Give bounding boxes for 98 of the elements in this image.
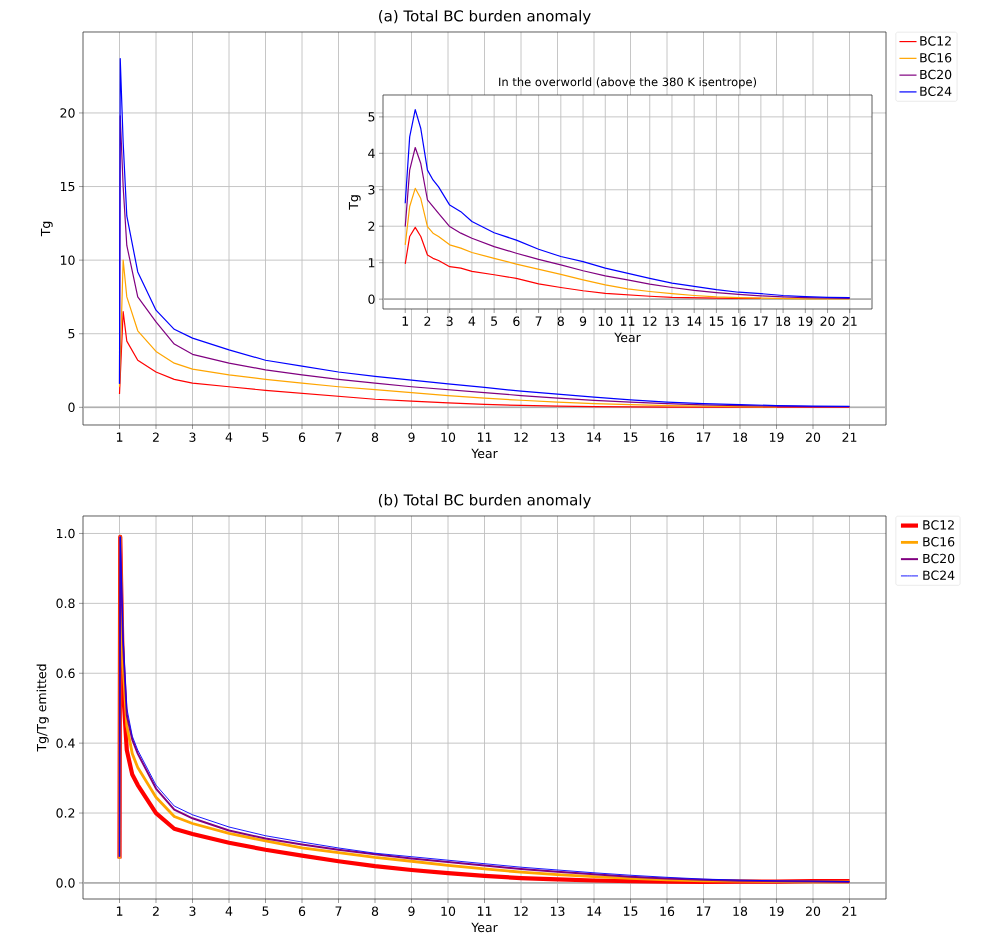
x-tick-label: 3 xyxy=(189,906,196,916)
x-tick-label: 18 xyxy=(733,432,748,442)
x-tick-label: 12 xyxy=(514,906,528,916)
x-tick-label: 5 xyxy=(262,906,269,916)
x-tick-label: 3 xyxy=(189,432,196,442)
x-tick-label: 6 xyxy=(298,906,306,916)
x-tick-label: 17 xyxy=(754,316,768,326)
y-tick-label: 5 xyxy=(68,329,75,339)
chart-title: (b) Total BC burden anomaly xyxy=(378,493,591,509)
x-tick-label: 11 xyxy=(620,316,635,326)
x-tick-label: 21 xyxy=(842,432,857,442)
x-tick-label: 19 xyxy=(769,432,784,442)
legend-label: BC24 xyxy=(920,86,952,96)
x-tick-label: 2 xyxy=(424,316,431,326)
y-tick-label: 1.0 xyxy=(56,528,75,539)
x-tick-label: 3 xyxy=(446,316,453,326)
y-tick-label: 3 xyxy=(368,185,375,195)
y-axis-title: Tg xyxy=(40,221,53,237)
legend-label: BC16 xyxy=(923,536,955,547)
x-tick-label: 15 xyxy=(709,316,724,326)
legend-label: BC12 xyxy=(920,36,951,46)
x-tick-label: 19 xyxy=(769,906,784,916)
y-tick-label: 4 xyxy=(368,148,375,158)
x-tick-label: 13 xyxy=(665,316,679,326)
y-axis-title: Tg xyxy=(348,195,361,210)
x-tick-label: 1 xyxy=(402,316,409,326)
legend-label: BC20 xyxy=(920,69,952,80)
legend-label: BC12 xyxy=(923,520,954,530)
y-tick-label: 0.0 xyxy=(56,878,75,888)
x-tick-label: 11 xyxy=(477,906,492,916)
chart-title: (a) Total BC burden anomaly xyxy=(379,9,591,25)
y-tick-label: 0 xyxy=(68,402,75,413)
x-tick-label: 5 xyxy=(262,432,269,442)
x-tick-label: 17 xyxy=(696,432,711,442)
x-tick-label: 5 xyxy=(491,316,498,326)
x-axis-title: Year xyxy=(471,448,498,459)
x-tick-label: 7 xyxy=(335,432,342,442)
x-tick-label: 12 xyxy=(643,316,657,326)
x-tick-label: 4 xyxy=(225,432,233,442)
x-tick-label: 16 xyxy=(660,906,675,916)
x-tick-label: 8 xyxy=(371,906,379,916)
x-tick-label: 1 xyxy=(116,432,123,442)
legend-label: BC24 xyxy=(923,570,955,580)
x-tick-label: 18 xyxy=(776,316,791,326)
x-tick-label: 2 xyxy=(152,432,159,442)
line-series xyxy=(118,259,778,408)
legend-label: BC16 xyxy=(920,52,952,63)
x-tick-label: 6 xyxy=(513,316,520,326)
x-tick-label: 4 xyxy=(468,316,476,326)
x-tick-label: 16 xyxy=(660,432,675,442)
y-axis-title: Tg/Tg emitted xyxy=(36,664,49,752)
x-tick-label: 8 xyxy=(371,432,379,442)
x-tick-label: 17 xyxy=(696,906,711,916)
x-tick-label: 20 xyxy=(820,316,835,326)
y-tick-label: 0.6 xyxy=(56,668,75,678)
y-tick-label: 0 xyxy=(368,294,375,304)
x-tick-label: 13 xyxy=(550,906,565,916)
y-tick-label: 0.8 xyxy=(56,598,75,609)
x-tick-label: 11 xyxy=(477,432,492,442)
x-tick-label: 10 xyxy=(598,316,613,326)
y-tick-label: 15 xyxy=(60,181,75,192)
x-tick-label: 20 xyxy=(805,906,821,916)
x-tick-label: 9 xyxy=(579,316,587,326)
x-tick-label: 14 xyxy=(687,316,702,326)
x-tick-label: 18 xyxy=(733,906,748,916)
x-tick-label: 9 xyxy=(408,432,415,442)
x-tick-label: 7 xyxy=(535,316,542,326)
x-tick-label: 13 xyxy=(550,432,565,442)
x-tick-label: 21 xyxy=(842,316,857,326)
x-tick-label: 14 xyxy=(587,906,602,916)
x-axis-title: Year xyxy=(614,332,641,343)
x-tick-label: 9 xyxy=(408,906,415,916)
x-tick-label: 15 xyxy=(623,906,638,916)
x-tick-label: 1 xyxy=(116,906,123,916)
chart-title: In the overworld (above the 380 K isentrope) xyxy=(499,77,757,89)
y-tick-label: 10 xyxy=(60,255,75,265)
legend-label: BC20 xyxy=(923,553,955,564)
y-tick-label: 0.2 xyxy=(56,808,75,818)
x-tick-label: 21 xyxy=(842,906,857,916)
x-tick-label: 20 xyxy=(805,432,821,442)
x-tick-label: 12 xyxy=(514,432,528,442)
x-tick-label: 2 xyxy=(152,906,159,916)
x-tick-label: 4 xyxy=(225,906,233,916)
x-tick-label: 15 xyxy=(623,432,638,442)
y-tick-label: 20 xyxy=(60,108,75,118)
x-tick-label: 16 xyxy=(732,316,746,326)
x-tick-label: 14 xyxy=(587,432,602,442)
x-tick-label: 10 xyxy=(441,906,456,916)
x-tick-label: 19 xyxy=(798,316,813,326)
x-tick-label: 6 xyxy=(298,432,306,442)
y-tick-label: 2 xyxy=(368,221,375,231)
x-axis-title: Year xyxy=(471,922,498,933)
x-tick-label: 8 xyxy=(557,316,564,326)
y-tick-label: 0.4 xyxy=(56,738,75,748)
y-tick-label: 1 xyxy=(368,258,375,268)
y-tick-label: 5 xyxy=(368,112,375,122)
x-tick-label: 7 xyxy=(335,906,342,916)
x-tick-label: 10 xyxy=(441,432,456,442)
